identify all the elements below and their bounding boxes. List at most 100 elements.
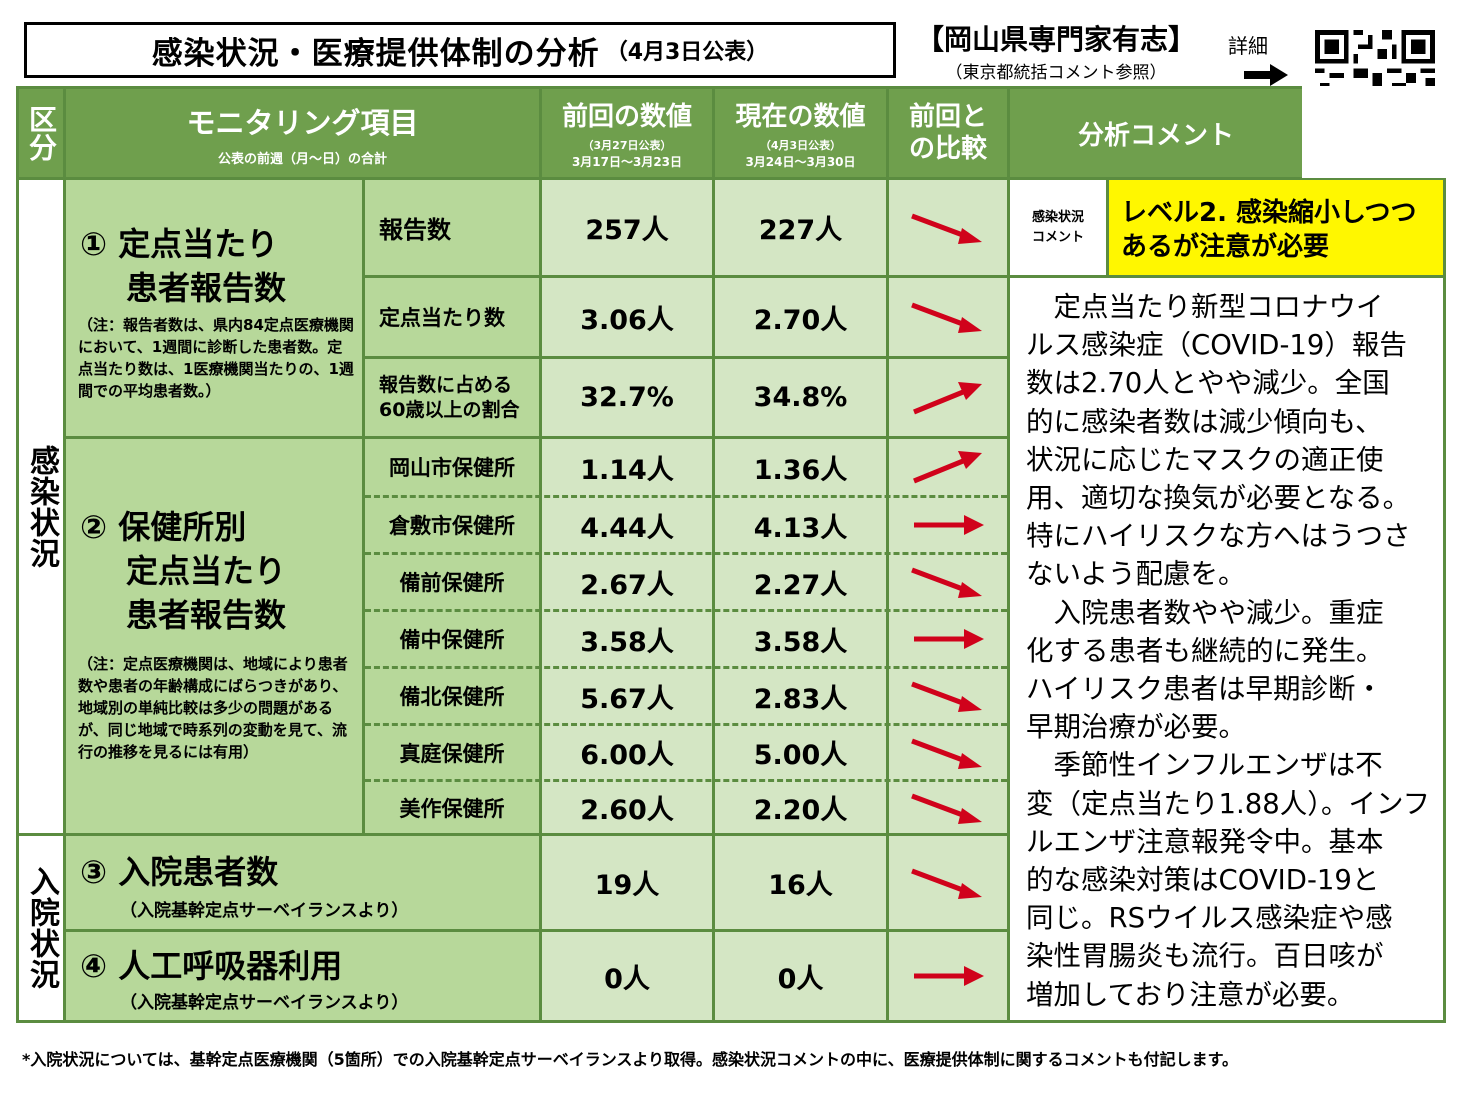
row-curr-value: 4.13人 <box>715 498 886 552</box>
row-prev-value: 6.00人 <box>542 726 712 779</box>
trend-down-arrow-icon <box>889 726 1007 779</box>
comment-line: 定点当たり新型コロナウイ <box>1026 291 1384 323</box>
row-prev-value: 1.14人 <box>542 439 712 495</box>
section2-title-line2: 定点当たり <box>126 552 287 590</box>
row-prev-value: 3.06人 <box>542 278 712 356</box>
row-label: 真庭保健所 <box>365 726 539 779</box>
row-prev-value: 257人 <box>542 180 712 275</box>
section2-title-cell: ② 保健所別 定点当たり 患者報告数 （注：定点医療機関は、地域により患者数や患… <box>66 439 362 833</box>
comment-line: 状況に応じたマスクの適正使 <box>1026 443 1384 476</box>
row-curr-value: 2.83人 <box>715 669 886 723</box>
section2-title-line1: ② 保健所別 <box>80 508 247 546</box>
org-sub: （東京都統括コメント参照） <box>945 63 1167 83</box>
row-curr-value: 5.00人 <box>715 726 886 779</box>
section3-title-cell: ③ 入院患者数 （入院基幹定点サーベイランスより） <box>66 836 539 929</box>
header-curr: 現在の数値 （4月3日公表） 3月24日～3月30日 <box>715 89 886 177</box>
row-curr-value: 34.8% <box>715 359 886 436</box>
comment-line: ルエンザ注意報発令中。基本 <box>1026 825 1384 858</box>
comment-line: 的な感染対策はCOVID-19と <box>1026 864 1380 897</box>
trend-down-arrow-icon <box>889 836 1007 929</box>
analysis-label: 感染状況コメント <box>1031 209 1084 245</box>
comment-line: 早期治療が必要。 <box>1026 711 1246 744</box>
page-title: 感染状況・医療提供体制の分析 <box>151 35 600 72</box>
comment-line: 変（定点当たり1.88人）。インフ <box>1026 787 1431 820</box>
comment-line: 特にハイリスクな方へはうつさ <box>1026 520 1411 553</box>
row-label: 備北保健所 <box>365 669 539 723</box>
row-divider <box>365 552 1007 555</box>
row-curr-value: 2.27人 <box>715 555 886 609</box>
trend-down-arrow-icon <box>889 782 1007 833</box>
row-divider <box>365 723 1007 726</box>
comment-line: 用、適切な換気が必要となる。 <box>1026 482 1411 515</box>
category-infection: 感染状況 <box>19 180 63 833</box>
trend-down-arrow-icon <box>889 669 1007 723</box>
comment-line: 入院患者数やや減少。重症 <box>1026 596 1384 629</box>
title-box: 感染状況・医療提供体制の分析 （4月3日公表） <box>24 22 896 78</box>
trend-flat-arrow-icon <box>889 932 1007 1020</box>
section3-curr-value: 16人 <box>715 836 886 929</box>
analysis-comment: 定点当たり新型コロナウイ ルス感染症（COVID-19）報告 数は2.70人とや… <box>1010 278 1443 1020</box>
section2-title-line3: 患者報告数 <box>126 596 287 634</box>
section3-prev-value: 19人 <box>542 836 712 929</box>
row-prev-value: 32.7% <box>542 359 712 436</box>
row-divider <box>365 609 1007 612</box>
trend-flat-arrow-icon <box>889 498 1007 552</box>
category-hospital: 入院状況 <box>19 836 63 1020</box>
section4-title-cell: ④ 人工呼吸器利用 （入院基幹定点サーベイランスより） <box>66 932 539 1020</box>
row-curr-value: 3.58人 <box>715 612 886 666</box>
row-divider <box>365 495 1007 498</box>
row-label: 岡山市保健所 <box>365 439 539 495</box>
section1-title-line2: 患者報告数 <box>126 269 287 307</box>
row-curr-value: 1.36人 <box>715 439 886 495</box>
trend-flat-arrow-icon <box>889 612 1007 666</box>
comment-line: 的に感染者数は減少傾向も、 <box>1026 405 1383 438</box>
row-prev-value: 5.67人 <box>542 669 712 723</box>
detail-label: 詳細 <box>1228 34 1268 58</box>
row-curr-value: 2.70人 <box>715 278 886 356</box>
header-prev: 前回の数値 （3月27日公表） 3月17日～3月23日 <box>542 89 712 177</box>
org-name: 【岡山県専門家有志】 <box>915 23 1196 56</box>
level-badge: レベル2. 感染縮小しつつあるが注意が必要 <box>1109 180 1443 275</box>
comment-line: 同じ。RSウイルス感染症や感 <box>1026 902 1393 935</box>
row-prev-value: 2.60人 <box>542 782 712 833</box>
section1-note: （注：報告者数は、県内84定点医療機関において、1週間に診断した患者数。定点当た… <box>78 316 354 400</box>
row-label: 倉敷市保健所 <box>365 498 539 552</box>
header-analysis: 分析コメント <box>1010 89 1302 177</box>
comment-line: ハイリスク患者は早期診断・ <box>1026 673 1383 706</box>
row-curr-value: 2.20人 <box>715 782 886 833</box>
row-label: 美作保健所 <box>365 782 539 833</box>
footer-note: *入院状況については、基幹定点医療機関（5箇所）での入院基幹定点サーベイランスよ… <box>22 1050 1238 1069</box>
header-item: モニタリング項目 公表の前週（月～日）の合計 <box>66 89 539 177</box>
row-label: 備中保健所 <box>365 612 539 666</box>
comment-line: ルス感染症（COVID-19）報告 <box>1026 329 1407 362</box>
section3-sub: （入院基幹定点サーベイランスより） <box>120 901 409 921</box>
section4-sub: （入院基幹定点サーベイランスより） <box>120 993 409 1013</box>
row-prev-value: 3.58人 <box>542 612 712 666</box>
section4-curr-value: 0人 <box>715 932 886 1020</box>
comment-line: 染性胃腸炎も流行。百日咳が <box>1026 940 1384 973</box>
row-divider <box>365 666 1007 669</box>
row-prev-value: 4.44人 <box>542 498 712 552</box>
row-label: 定点当たり数 <box>365 278 539 356</box>
row-label: 報告数に占める60歳以上の割合 <box>365 359 539 436</box>
section4-prev-value: 0人 <box>542 932 712 1020</box>
comment-line: 化する患者も継続的に発生。 <box>1026 634 1384 667</box>
row-prev-value: 2.67人 <box>542 555 712 609</box>
comment-line: 季節性インフルエンザは不 <box>1026 749 1383 782</box>
section1-title-line1: ① 定点当たり <box>80 225 279 263</box>
row-label: 備前保健所 <box>365 555 539 609</box>
title-date: （4月3日公表） <box>605 40 769 65</box>
trend-down-arrow-icon <box>889 555 1007 609</box>
comment-line: 増加しており注意が必要。 <box>1026 978 1355 1011</box>
row-divider <box>365 779 1007 782</box>
section3-title: ③ 入院患者数 <box>80 853 279 891</box>
trend-down-arrow-icon <box>889 180 1007 275</box>
section4-title: ④ 人工呼吸器利用 <box>80 947 343 985</box>
comment-line: 数は2.70人とやや減少。全国 <box>1026 367 1390 400</box>
right-arrow-icon <box>1244 64 1288 90</box>
row-label: 報告数 <box>365 180 539 275</box>
row-curr-value: 227人 <box>715 180 886 275</box>
section2-note: （注：定点医療機関は、地域により患者数や患者の年齢構成にばらつきがあり、地域別の… <box>78 655 348 761</box>
header-compare: 前回との比較 <box>889 89 1007 177</box>
trend-up-arrow-icon <box>889 359 1007 436</box>
